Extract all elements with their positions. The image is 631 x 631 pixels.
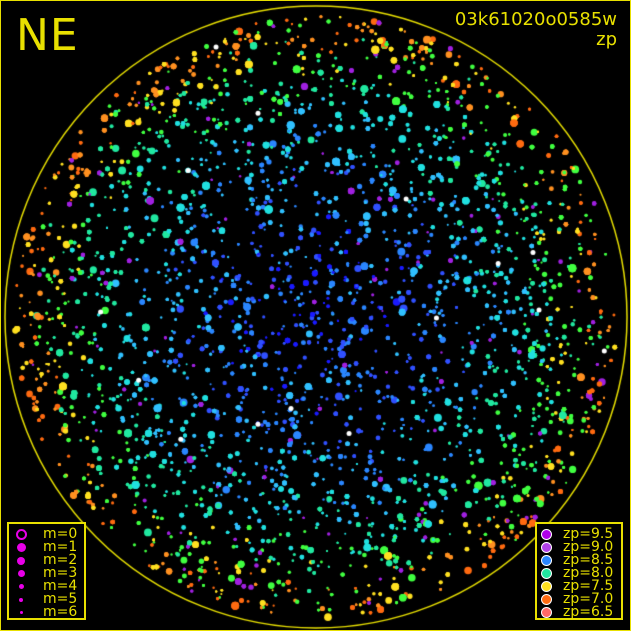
zp-legend-label: zp=8.5 (563, 552, 614, 568)
zp-legend-item: zp=9.0 (541, 539, 619, 555)
magnitude-legend-item: m=2 (15, 552, 83, 568)
zp-color-swatch-icon (541, 555, 552, 566)
magnitude-marker-icon (18, 584, 24, 589)
magnitude-marker-icon (16, 543, 26, 552)
zp-color-swatch-icon (541, 568, 552, 579)
zp-color-swatch-icon (541, 529, 552, 540)
magnitude-marker-icon (19, 611, 23, 614)
plot-title: 03k61020o0585w zp (455, 10, 617, 50)
magnitude-legend-label: m=6 (43, 604, 78, 620)
zp-legend-item: zp=8.5 (541, 552, 619, 568)
magnitude-legend-item: m=3 (15, 565, 83, 581)
magnitude-legend-label: m=1 (43, 539, 78, 555)
magnitude-legend-item: m=4 (15, 578, 83, 594)
magnitude-marker-icon (17, 570, 25, 577)
zp-legend-label: zp=8.0 (563, 565, 614, 581)
magnitude-legend-label: m=2 (43, 552, 78, 568)
magnitude-legend-item: m=6 (15, 604, 83, 620)
zp-legend-item: zp=6.5 (541, 604, 619, 620)
magnitude-legend-label: m=4 (43, 578, 78, 594)
zp-legend-item: zp=7.5 (541, 578, 619, 594)
magnitude-legend-item: m=1 (15, 539, 83, 555)
direction-label: NE (16, 10, 79, 61)
magnitude-legend-item: m=0 (15, 526, 83, 542)
zp-legend-item: zp=9.5 (541, 526, 619, 542)
zp-color-swatch-icon (541, 594, 552, 605)
magnitude-marker-icon (16, 529, 27, 540)
zp-legend-label: zp=9.5 (563, 526, 614, 542)
zp-legend-item: zp=8.0 (541, 565, 619, 581)
zp-legend-item: zp=7.0 (541, 591, 619, 607)
zp-legend-label: zp=7.5 (563, 578, 614, 594)
magnitude-marker-icon (17, 556, 25, 565)
image-id: 03k61020o0585w (454, 9, 617, 30)
color-variable-label: zp (596, 29, 617, 50)
zp-legend-label: zp=9.0 (563, 539, 614, 555)
zp-legend-label: zp=6.5 (563, 604, 614, 620)
zp-legend: zp=9.5 zp=9.0 zp=8.5 zp=8.0 zp=7.5 zp=7.0 zp=6… (535, 522, 623, 620)
zp-legend-label: zp=7.0 (563, 591, 614, 607)
magnitude-legend-label: m=3 (43, 565, 78, 581)
magnitude-legend-item: m=5 (15, 591, 83, 607)
magnitude-legend: m=0 m=1 m=2 m=3 m=4 m=5 m=6 (7, 522, 86, 620)
zp-color-swatch-icon (541, 607, 552, 618)
magnitude-legend-label: m=0 (43, 526, 78, 542)
magnitude-legend-label: m=5 (43, 591, 78, 607)
zp-color-swatch-icon (541, 542, 552, 553)
magnitude-marker-icon (19, 597, 23, 602)
zp-color-swatch-icon (541, 581, 552, 592)
